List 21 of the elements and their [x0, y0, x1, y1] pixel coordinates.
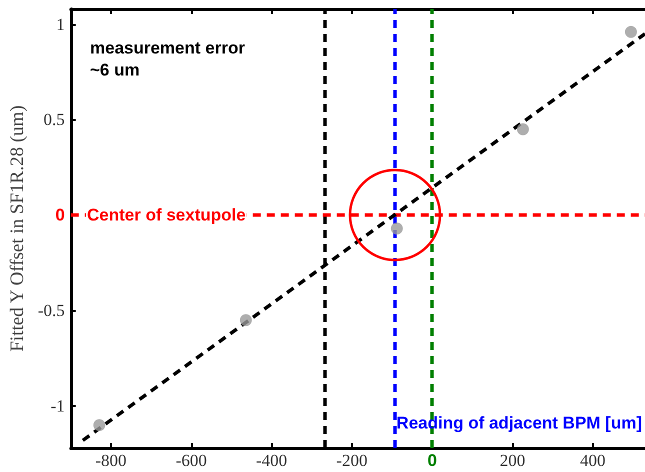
y-tick-label: 1	[56, 14, 65, 34]
point	[516, 123, 529, 136]
point	[93, 419, 106, 432]
x-axis-title: Reading of adjacent BPM [um]	[396, 414, 642, 432]
point	[240, 314, 252, 326]
y-tick-label: 0	[55, 206, 65, 225]
x-tick-label: -400	[256, 451, 288, 470]
y-tick-label: 0.5	[44, 110, 65, 130]
y-tick-label: -0.5	[38, 301, 65, 320]
x-tick-label: 200	[500, 451, 526, 470]
y-tick-label: -1	[50, 396, 65, 416]
point	[624, 26, 637, 38]
x-tick-label: -800	[95, 451, 127, 470]
x-tick-label: -200	[336, 451, 368, 470]
point	[390, 222, 403, 234]
x-tick-label: -600	[176, 451, 207, 470]
x-tick-label: 0	[427, 451, 437, 470]
ref-line-label: Center of sextupole	[87, 206, 246, 225]
y-axis-title: Fitted Y Offset in SF1R.28 (um)	[7, 105, 28, 352]
annotation: measurement error ~6 um	[90, 38, 246, 80]
x-tick-label: 400	[580, 451, 606, 470]
